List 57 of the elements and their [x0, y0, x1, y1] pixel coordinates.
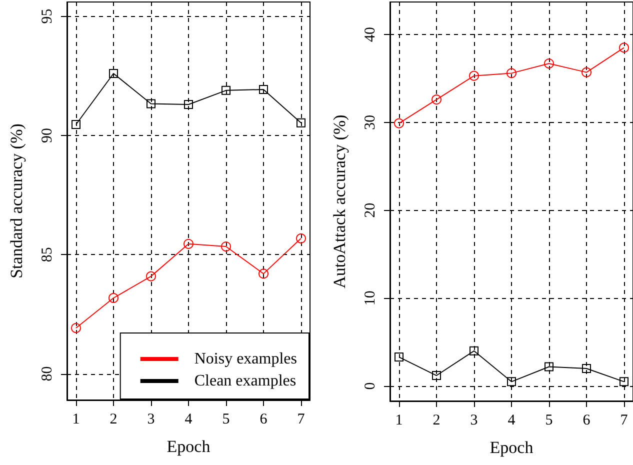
- y-tick-label: 85: [40, 247, 56, 262]
- point: [582, 67, 592, 78]
- point: [146, 99, 156, 108]
- point: [619, 42, 629, 53]
- legend-label: Noisy examples: [194, 350, 298, 368]
- x-axis-title: Epoch: [166, 437, 211, 456]
- y-tick-label: 0: [362, 382, 378, 390]
- point: [432, 371, 441, 380]
- point: [394, 352, 404, 362]
- x-tick-label: 6: [260, 412, 268, 428]
- x-tick-label: 6: [582, 412, 591, 428]
- point: [184, 238, 194, 249]
- point: [108, 293, 118, 303]
- y-tick-label: 10: [362, 290, 378, 306]
- point: [469, 70, 479, 81]
- x-tick-label: 7: [620, 412, 628, 428]
- x-tick-label: 4: [508, 412, 516, 428]
- x-tick-label: 2: [110, 412, 118, 428]
- x-tick-label: 4: [184, 412, 193, 428]
- point: [296, 118, 306, 128]
- point: [544, 362, 554, 372]
- y-tick-label: 90: [40, 128, 56, 143]
- x-tick-label: 5: [545, 412, 553, 428]
- point: [544, 58, 554, 69]
- x-tick-label: 1: [395, 412, 403, 428]
- x-tick-label: 3: [147, 412, 155, 428]
- point: [296, 233, 306, 244]
- y-tick-label: 80: [40, 366, 56, 382]
- y-tick-label: 30: [362, 114, 378, 130]
- point: [506, 68, 516, 78]
- point: [470, 346, 478, 356]
- point: [221, 242, 231, 252]
- point: [507, 377, 516, 386]
- y-tick-label: 20: [362, 202, 378, 218]
- point: [222, 86, 230, 95]
- point: [109, 68, 118, 78]
- y-tick-label: 40: [362, 27, 378, 42]
- point: [394, 118, 404, 128]
- x-axis-title: Epoch: [490, 438, 534, 457]
- y-axis-title: Standard accuracy (%): [7, 124, 26, 278]
- point: [582, 364, 591, 373]
- point: [259, 84, 268, 94]
- y-tick-label: 95: [40, 8, 56, 24]
- x-tick-label: 7: [297, 412, 306, 428]
- point: [258, 268, 268, 279]
- point: [432, 94, 442, 105]
- point: [71, 323, 81, 334]
- point: [620, 377, 628, 386]
- x-tick-label: 5: [222, 412, 230, 428]
- x-tick-label: 1: [72, 412, 80, 428]
- legend-label: Clean examples: [194, 372, 296, 390]
- x-tick-label: 2: [432, 412, 440, 428]
- point: [72, 120, 80, 129]
- point: [184, 100, 193, 109]
- y-axis-title: AutoAttack accuracy (%): [330, 114, 349, 288]
- x-tick-label: 3: [470, 412, 478, 428]
- point: [146, 271, 156, 282]
